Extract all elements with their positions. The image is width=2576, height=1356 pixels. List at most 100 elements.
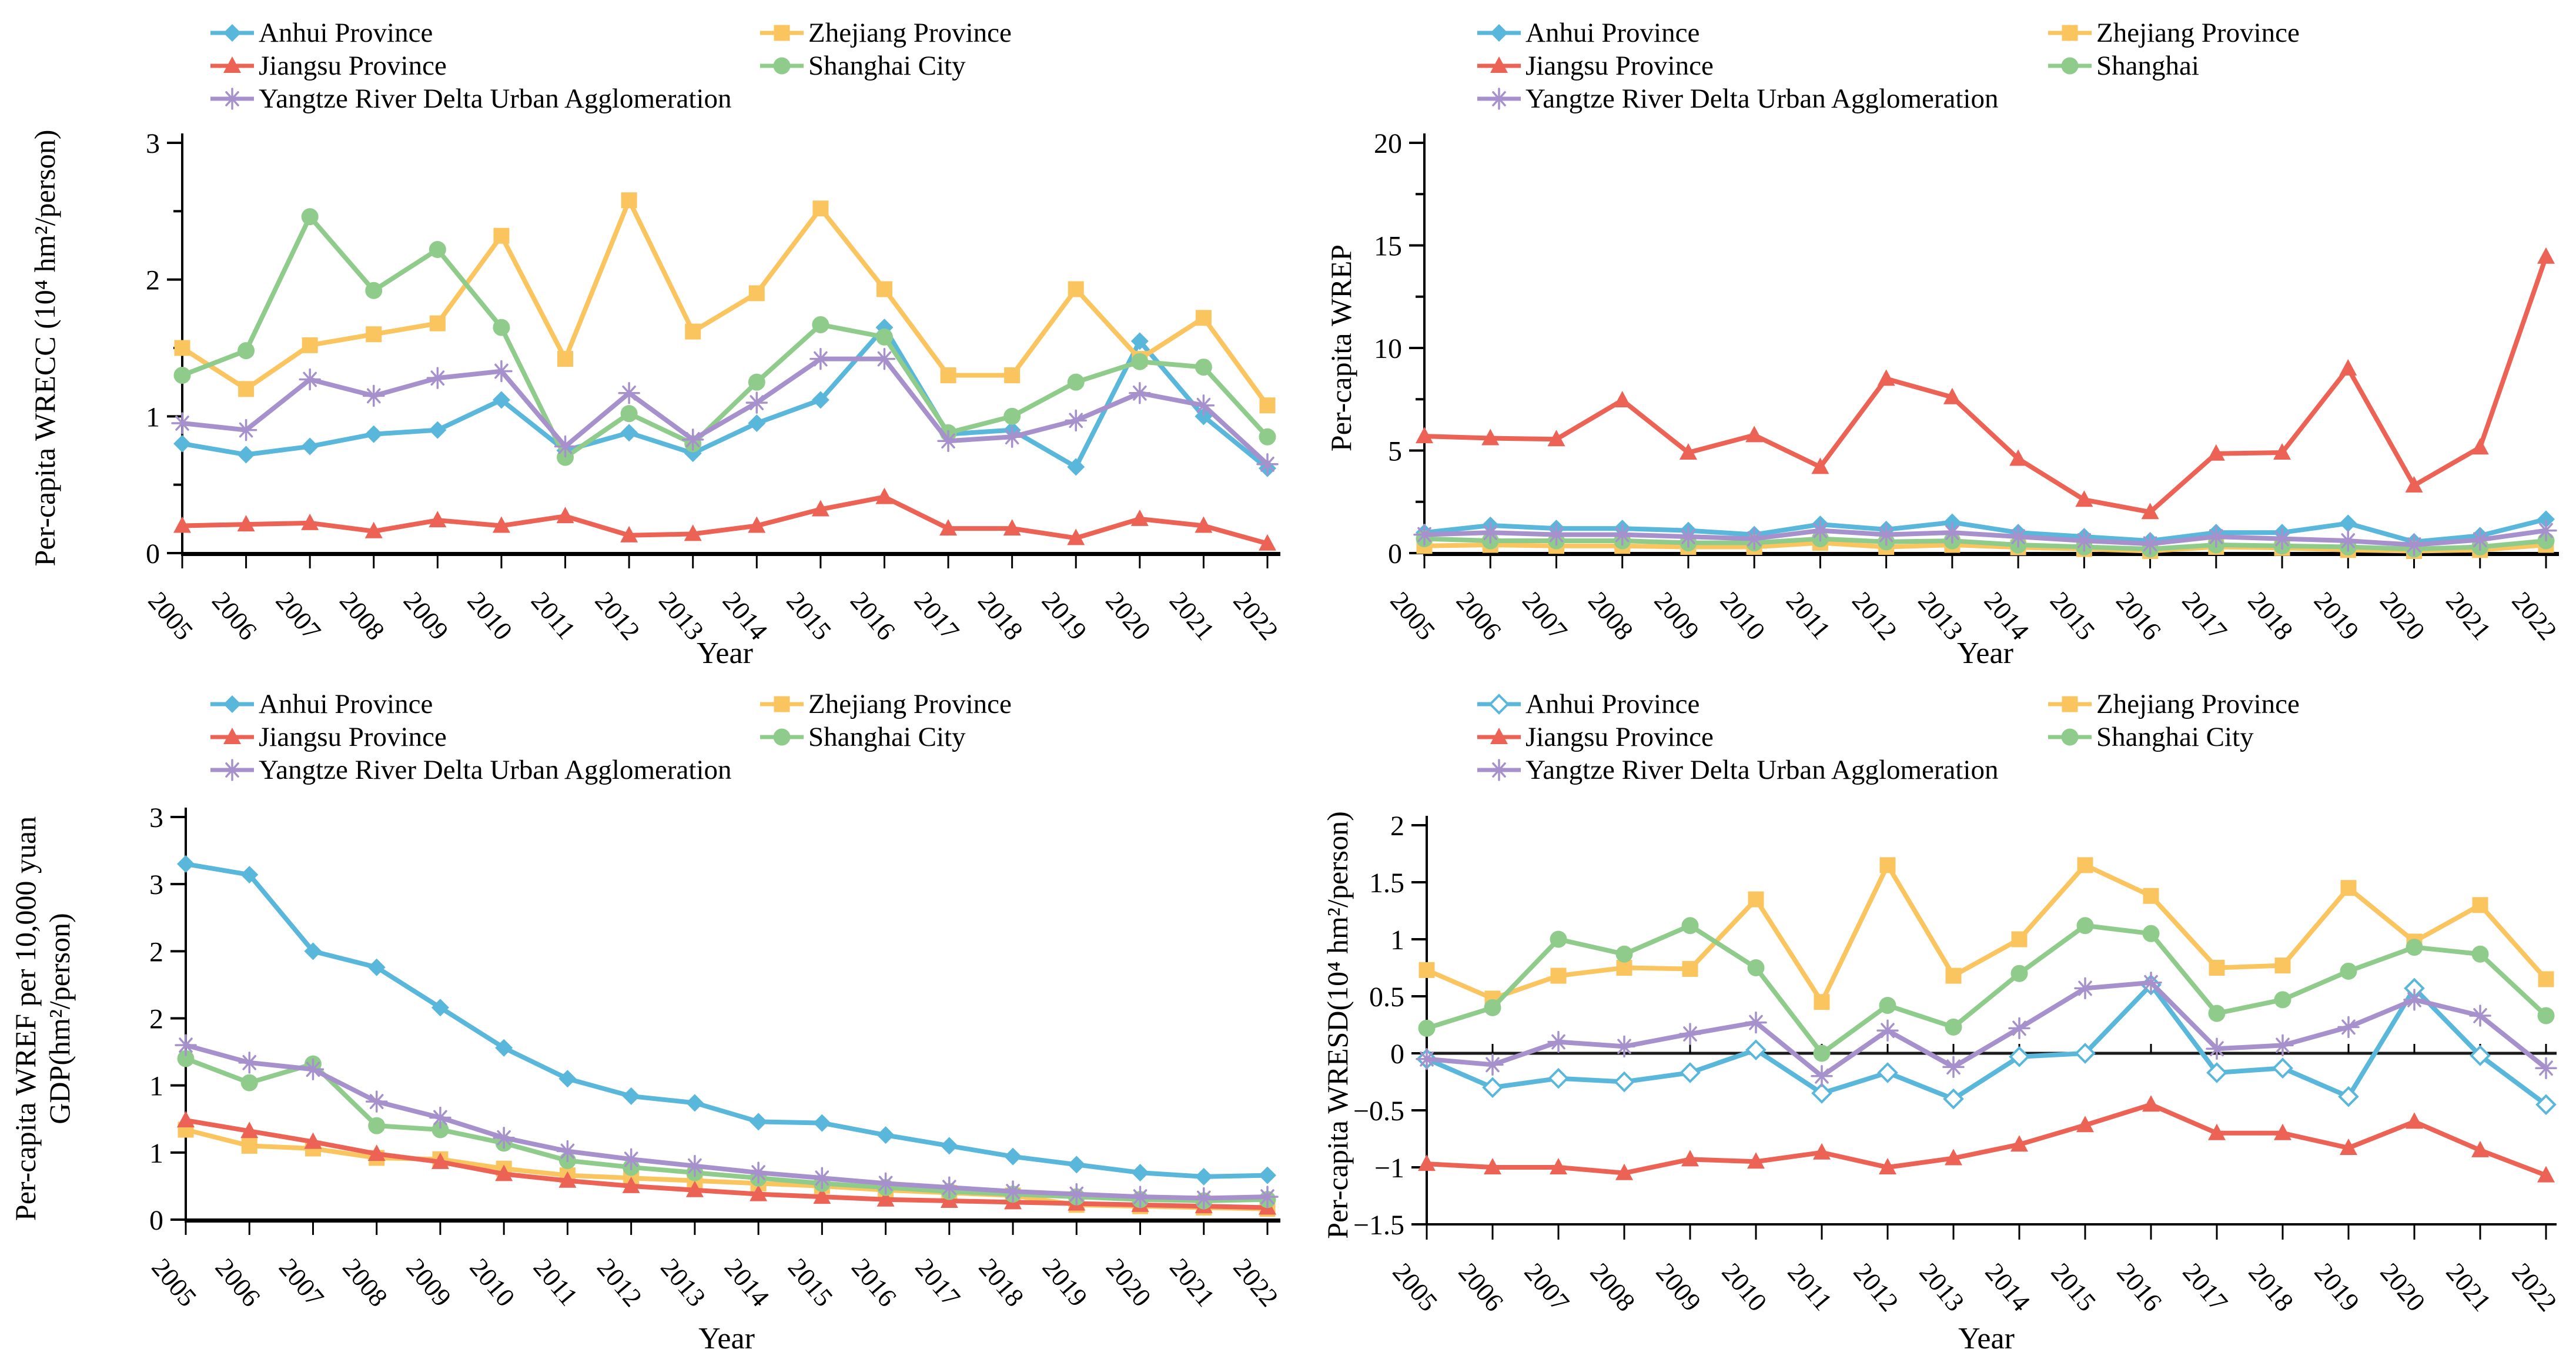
svg-text:2016: 2016 xyxy=(2110,586,2167,645)
svg-text:0: 0 xyxy=(146,538,160,570)
legend-item-jiangsu: Jiangsu Province xyxy=(207,49,732,82)
legend-label-anhui: Anhui Province xyxy=(259,18,433,48)
legend-label-yangtze: Yangtze River Delta Urban Agglomeration xyxy=(259,755,732,785)
legend-label-anhui: Anhui Province xyxy=(1525,18,1700,48)
svg-text:2020: 2020 xyxy=(2374,1257,2431,1317)
legend-item-anhui: Anhui Province xyxy=(1474,688,1999,721)
svg-text:2009: 2009 xyxy=(400,1253,457,1312)
shanghai-line-marker-icon xyxy=(760,728,804,746)
shanghai-line-marker-icon xyxy=(2048,57,2092,75)
x-axis-title: Year xyxy=(1957,637,2013,670)
svg-text:2022: 2022 xyxy=(2506,586,2562,645)
svg-text:3: 3 xyxy=(149,869,163,900)
svg-text:2008: 2008 xyxy=(1584,1257,1641,1317)
legend: Anhui Province Jiangsu Province Yangtze … xyxy=(1288,688,2576,823)
svg-text:2014: 2014 xyxy=(718,1253,775,1312)
panel-wresd: Anhui Province Jiangsu Province Yangtze … xyxy=(1288,671,2576,1355)
svg-text:1: 1 xyxy=(149,1138,163,1169)
svg-text:2: 2 xyxy=(146,265,160,296)
legend-item-jiangsu: Jiangsu Province xyxy=(207,721,732,754)
svg-text:0: 0 xyxy=(1390,1039,1404,1070)
svg-text:2016: 2016 xyxy=(2111,1257,2167,1317)
svg-text:−0.5: −0.5 xyxy=(1353,1096,1404,1127)
svg-text:2009: 2009 xyxy=(1648,586,1705,645)
legend-label-yangtze: Yangtze River Delta Urban Agglomeration xyxy=(1525,755,1999,785)
legend-item-zhejiang: Zhejiang Province xyxy=(757,688,1012,721)
svg-text:2010: 2010 xyxy=(1716,1257,1772,1317)
svg-text:2007: 2007 xyxy=(273,1253,330,1312)
svg-text:2021: 2021 xyxy=(2440,1257,2497,1317)
jiangsu-line-marker-icon xyxy=(1477,728,1521,744)
svg-text:20: 20 xyxy=(1374,128,1402,159)
legend-item-zhejiang: Zhejiang Province xyxy=(2045,16,2300,49)
svg-text:3: 3 xyxy=(149,802,163,833)
anhui-line-marker-icon xyxy=(1477,24,1521,42)
svg-text:2: 2 xyxy=(1390,811,1404,842)
svg-text:2: 2 xyxy=(149,1004,163,1035)
svg-text:2022: 2022 xyxy=(1227,1253,1284,1312)
svg-text:2012: 2012 xyxy=(1848,1257,1904,1317)
zhejiang-line-marker-icon xyxy=(2048,25,2092,41)
x-axis-title: Year xyxy=(697,637,753,670)
legend-item-jiangsu: Jiangsu Province xyxy=(1474,721,1999,754)
svg-text:10: 10 xyxy=(1374,333,1402,364)
svg-text:2020: 2020 xyxy=(1100,1253,1157,1312)
legend-item-yangtze: Yangtze River Delta Urban Agglomeration xyxy=(207,754,732,786)
anhui-line-marker-icon xyxy=(1477,694,1521,715)
svg-text:−1.5: −1.5 xyxy=(1353,1210,1404,1241)
svg-text:2009: 2009 xyxy=(398,586,454,645)
legend-label-shanghai: Shanghai City xyxy=(808,51,966,81)
svg-text:2011: 2011 xyxy=(1782,1257,1838,1316)
svg-text:2007: 2007 xyxy=(270,586,327,645)
legend-label-yangtze: Yangtze River Delta Urban Agglomeration xyxy=(1525,83,1999,114)
svg-text:2018: 2018 xyxy=(972,586,1029,645)
legend-item-shanghai: Shanghai City xyxy=(2045,721,2300,754)
svg-text:2020: 2020 xyxy=(1100,586,1156,645)
legend-item-yangtze: Yangtze River Delta Urban Agglomeration xyxy=(1474,82,1999,115)
legend-label-yangtze: Yangtze River Delta Urban Agglomeration xyxy=(259,83,732,114)
shanghai-line-marker-icon xyxy=(760,57,804,75)
svg-text:2016: 2016 xyxy=(845,586,901,645)
legend: Anhui Province Jiangsu Province Yangtze … xyxy=(0,688,1288,823)
legend-label-jiangsu: Jiangsu Province xyxy=(259,51,447,81)
svg-text:2022: 2022 xyxy=(2506,1257,2562,1317)
svg-text:0.5: 0.5 xyxy=(1369,982,1404,1013)
x-axis-title: Year xyxy=(698,1322,755,1355)
legend-label-zhejiang: Zhejiang Province xyxy=(808,689,1012,719)
svg-text:2005: 2005 xyxy=(142,586,199,645)
svg-text:2022: 2022 xyxy=(1227,586,1284,645)
legend-label-zhejiang: Zhejiang Province xyxy=(2096,689,2300,719)
svg-text:2011: 2011 xyxy=(526,586,581,645)
zhejiang-line-marker-icon xyxy=(760,25,804,41)
panel-wrecc: Anhui Province Jiangsu Province Yangtze … xyxy=(0,0,1288,671)
x-axis-title: Year xyxy=(1958,1322,2015,1355)
legend-label-zhejiang: Zhejiang Province xyxy=(808,18,1012,48)
legend-item-zhejiang: Zhejiang Province xyxy=(757,16,1012,49)
zhejiang-line-marker-icon xyxy=(2048,696,2092,712)
yangtze-line-marker-icon xyxy=(1477,759,1521,781)
legend: Anhui Province Jiangsu Province Yangtze … xyxy=(1288,16,2576,152)
svg-text:2019: 2019 xyxy=(2309,586,2365,645)
shanghai-line-marker-icon xyxy=(2048,728,2092,746)
legend-item-yangtze: Yangtze River Delta Urban Agglomeration xyxy=(1474,754,1999,786)
svg-text:2010: 2010 xyxy=(464,1253,521,1312)
svg-text:2018: 2018 xyxy=(2243,1257,2299,1317)
yangtze-line-marker-icon xyxy=(210,759,254,781)
svg-text:3: 3 xyxy=(146,128,160,159)
legend-item-anhui: Anhui Province xyxy=(207,688,732,721)
svg-text:2017: 2017 xyxy=(2176,586,2233,645)
svg-text:2012: 2012 xyxy=(1846,586,1903,645)
svg-text:2006: 2006 xyxy=(210,1253,266,1312)
legend-item-jiangsu: Jiangsu Province xyxy=(1474,49,1999,82)
legend-item-zhejiang: Zhejiang Province xyxy=(2045,688,2300,721)
svg-text:2008: 2008 xyxy=(337,1253,393,1312)
legend-item-shanghai: Shanghai City xyxy=(757,49,1012,82)
svg-text:2018: 2018 xyxy=(973,1253,1029,1312)
svg-text:0: 0 xyxy=(149,1205,163,1236)
anhui-line-marker-icon xyxy=(210,695,254,713)
y-axis-title: Per-capita WRESD(10⁴ hm²/person) xyxy=(1321,811,1354,1239)
svg-text:1.5: 1.5 xyxy=(1369,868,1404,899)
legend-item-yangtze: Yangtze River Delta Urban Agglomeration xyxy=(207,82,732,115)
svg-text:2011: 2011 xyxy=(528,1253,584,1311)
